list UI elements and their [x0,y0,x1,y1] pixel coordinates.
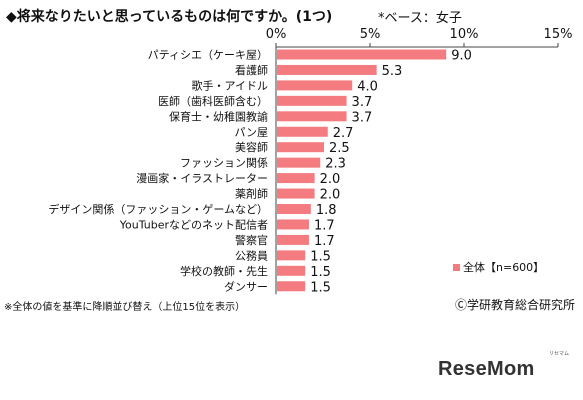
value-label: 4.0 [357,79,378,94]
category-label: ダンサー [224,279,268,293]
category-label: 漫画家・イラストレーター [136,171,268,185]
chart-title: ◆将来なりたいと思っているものは何ですか。(1つ) [6,9,333,25]
bar [277,188,315,199]
chart-subtitle: *ベース：女子 [378,11,462,26]
value-label: 9.0 [451,49,472,64]
value-label: 1.5 [310,249,331,264]
bar-chart: 0% 5% 10% 15% パティシエ（ケーキ屋） 9.0 看護師 5.3 歌手・アイドル 4.0… [48,27,573,295]
bar [277,157,321,168]
bar [277,95,347,106]
category-label: 薬剤師 [235,187,268,201]
bar [277,49,447,60]
x-tick-label: 10% [450,27,479,42]
category-label: 公務員 [235,248,268,262]
value-label: 2.3 [325,157,346,172]
x-tick-label: 15% [544,27,573,42]
category-label: 看護師 [235,63,268,77]
resemom-logo-ruby: リセマム [549,351,570,357]
bar [277,204,311,214]
bar [277,265,306,276]
value-label: 5.3 [382,64,403,79]
legend-label: 全体【n=600】 [463,260,544,274]
bar [277,64,377,75]
category-label: 歌手・アイドル [192,78,268,92]
category-label: 学校の教師・先生 [180,264,268,278]
bar [277,250,306,261]
value-label: 2.0 [320,188,341,203]
value-label: 1.7 [314,218,335,233]
x-tick-label: 0% [266,27,287,42]
value-label: 2.5 [329,141,350,156]
category-label: 警察官 [235,233,268,247]
category-label: ファッション関係 [180,157,268,170]
bar [277,173,315,184]
category-label: パティシエ（ケーキ屋） [148,49,268,62]
bar [277,126,328,137]
category-label: デザイン関係（ファッション・ゲームなど） [48,202,268,216]
category-label: 医師（歯科医師含む） [158,94,268,108]
legend-swatch [453,264,460,271]
value-label: 1.5 [310,265,331,280]
category-label: 美容師 [235,140,268,154]
value-label: 1.8 [316,203,337,218]
source-credit: Ⓒ学研教育総合研究所 [454,298,575,312]
bar [277,142,324,153]
bar [277,111,347,122]
value-label: 1.5 [310,280,331,295]
footnote: ※全体の値を基準に降順並び替え（上位15位を表示） [4,302,246,313]
bar [277,281,306,292]
bar [277,80,353,91]
bar [277,234,309,245]
value-label: 1.7 [314,234,335,249]
value-label: 2.7 [333,126,354,141]
value-label: 3.7 [352,110,373,125]
category-label: パン屋 [234,126,268,139]
value-label: 3.7 [352,95,373,110]
category-label: YouTuberなどのネット配信者 [119,218,268,231]
resemom-logo: ReseMom [438,358,535,380]
x-tick-label: 5% [360,27,381,42]
value-label: 2.0 [320,172,341,187]
category-label: 保育士・幼稚園教諭 [169,109,268,123]
bar [277,219,309,230]
